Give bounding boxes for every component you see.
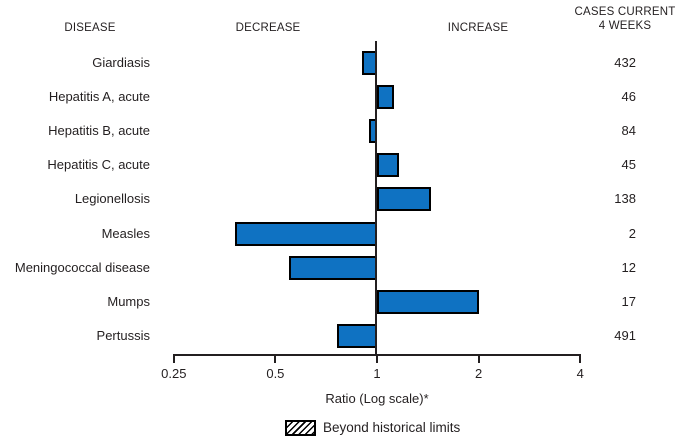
axis-tick-label: 0.25 [161,366,187,381]
disease-label: Legionellosis [74,191,150,207]
cases-value: 491 [614,327,636,343]
axis-tick [477,354,480,363]
disease-label: Giardiasis [92,55,150,70]
axis-tick-label: 2 [474,366,483,381]
cases-value: 46 [621,89,636,105]
beyond-historical-limits-swatch [285,420,316,436]
column-header-decrease: DECREASE [235,22,301,34]
column-header-cases: CASES CURRENT 4 WEEKS [555,5,683,33]
axis-tick [376,354,378,363]
column-header-cases-line2: 4 WEEKS [598,20,652,32]
ratio-bar [336,323,377,348]
disease-label: Hepatitis A, acute [48,89,150,105]
cases-value: 2 [628,225,636,241]
disease-label: Mumps [107,293,150,309]
axis-tick [274,354,277,363]
column-header-disease: DISEASE [64,22,116,34]
disease-label: Meningococcal disease [14,259,150,275]
column-header-increase: INCREASE [447,22,509,34]
cases-value: 84 [621,123,636,139]
axis-tick-label: 1 [373,366,381,381]
legend-label: Beyond historical limits [323,420,461,435]
axis-tick-label: 4 [576,366,584,381]
axis-tick [579,354,582,363]
cases-value: 12 [621,259,636,275]
baseline-ratio-1-line [375,41,377,356]
axis-tick-label: 0.5 [266,366,285,381]
cases-value: 138 [614,191,636,207]
ratio-bar [377,187,432,212]
ratio-bar [289,255,377,280]
ratio-bar [235,221,377,246]
x-axis-line [172,354,582,356]
ratio-bar [377,153,399,178]
axis-tick [172,354,175,363]
ratio-bar [377,85,394,110]
column-header-cases-line1: CASES CURRENT [574,6,676,18]
disease-label: Measles [101,225,150,241]
ratio-bar [377,289,479,314]
cases-value: 432 [614,55,636,70]
disease-label: Pertussis [96,327,150,343]
disease-label: Hepatitis B, acute [48,123,150,139]
disease-label: Hepatitis C, acute [47,157,150,173]
cases-value: 17 [621,293,636,309]
cases-value: 45 [621,157,636,173]
x-axis-label: Ratio (Log scale)* [325,391,429,406]
